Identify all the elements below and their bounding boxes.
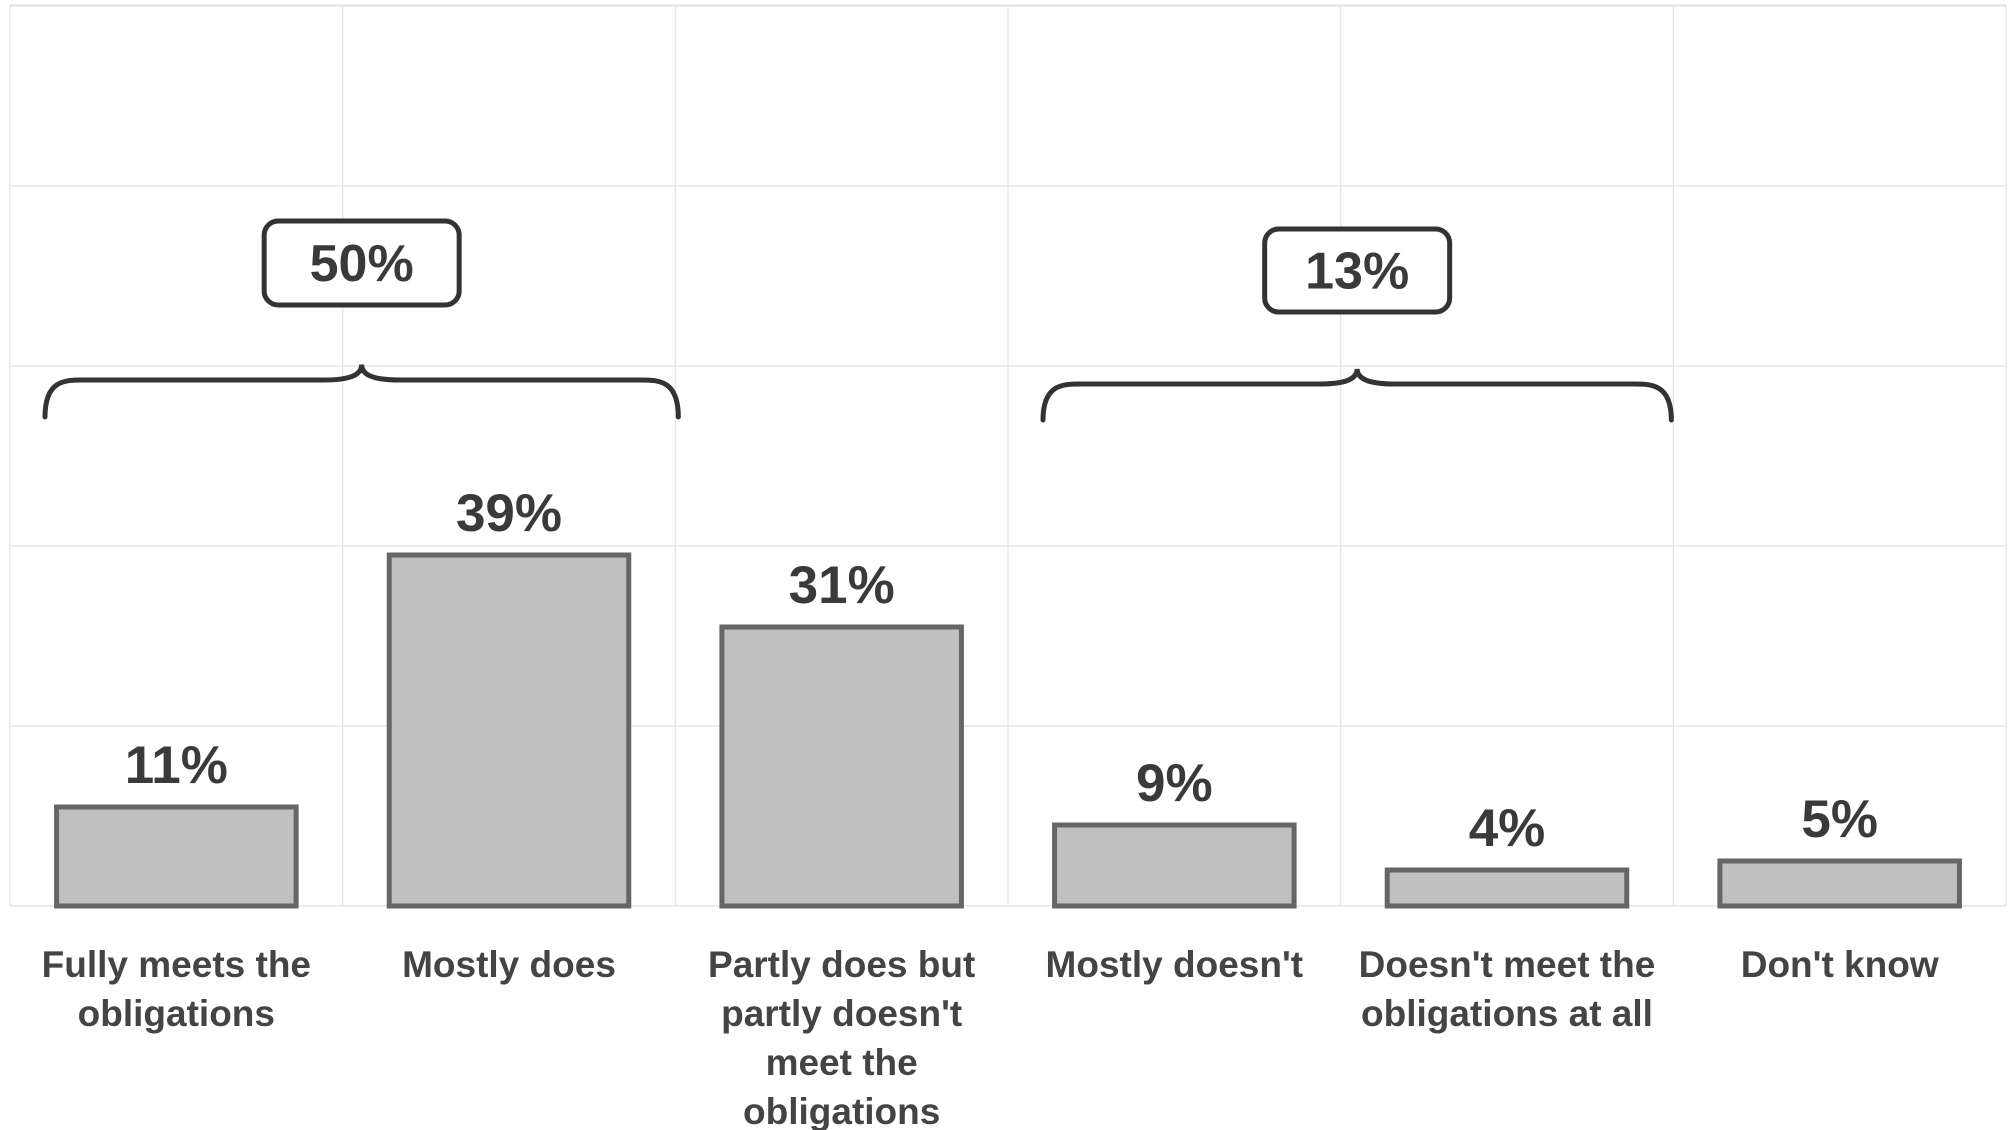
category-labels: Fully meets the obligations Mostly does Par… [42, 944, 1939, 1130]
bar [1052, 822, 1297, 909]
bar-value-label: 11% [125, 736, 228, 795]
bar-value-label: 4% [1469, 799, 1546, 858]
bar [1384, 867, 1630, 909]
category-label: Don't know [1741, 944, 1939, 985]
category-label: Fully meets the obligations [42, 944, 311, 1034]
group-brace [42, 364, 681, 420]
bar [386, 552, 632, 909]
bar-value-label: 39% [456, 484, 562, 543]
group-total-label: 50% [310, 235, 414, 293]
group-brace [1040, 368, 1674, 423]
bar-value-label: 9% [1136, 754, 1213, 813]
bar [719, 624, 964, 909]
group-total-box [261, 218, 462, 308]
bar [54, 804, 299, 909]
category-label: Mostly does [402, 944, 616, 985]
bars [54, 552, 1962, 909]
group-total-box [1262, 226, 1453, 315]
grid [9, 4, 2007, 907]
bar [1717, 858, 1962, 909]
category-label: Partly does but partly doesn't meet the obl… [708, 944, 975, 1130]
bar-value-label: 31% [789, 556, 895, 615]
group-total-label: 13% [1305, 243, 1409, 301]
category-label: Mostly doesn't [1046, 944, 1304, 985]
bar-value-label: 5% [1801, 790, 1878, 849]
value-labels: 11% 39% 31% 9% 4% 5% [125, 484, 1878, 858]
category-label: Doesn't meet the obligations at all [1359, 944, 1656, 1034]
group-annotations: 50% 13% [42, 218, 1674, 423]
